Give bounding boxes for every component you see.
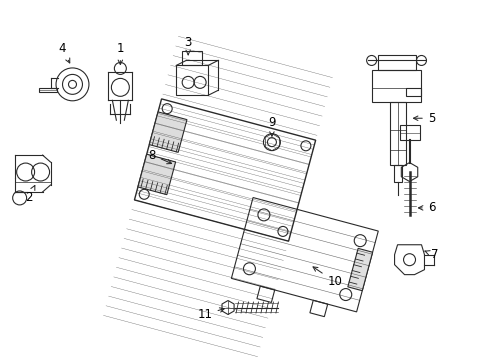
Text: 1: 1 bbox=[116, 42, 124, 64]
Polygon shape bbox=[138, 154, 175, 195]
Text: 9: 9 bbox=[267, 116, 275, 136]
Text: 11: 11 bbox=[197, 308, 224, 321]
Text: 4: 4 bbox=[59, 42, 70, 63]
Text: 7: 7 bbox=[424, 248, 437, 261]
Polygon shape bbox=[149, 112, 186, 152]
Text: 6: 6 bbox=[418, 201, 434, 215]
Polygon shape bbox=[347, 248, 372, 291]
Text: 2: 2 bbox=[25, 185, 35, 204]
Text: 8: 8 bbox=[148, 149, 171, 164]
Text: 3: 3 bbox=[184, 36, 191, 55]
Text: 5: 5 bbox=[413, 112, 434, 125]
Text: 10: 10 bbox=[312, 267, 342, 288]
